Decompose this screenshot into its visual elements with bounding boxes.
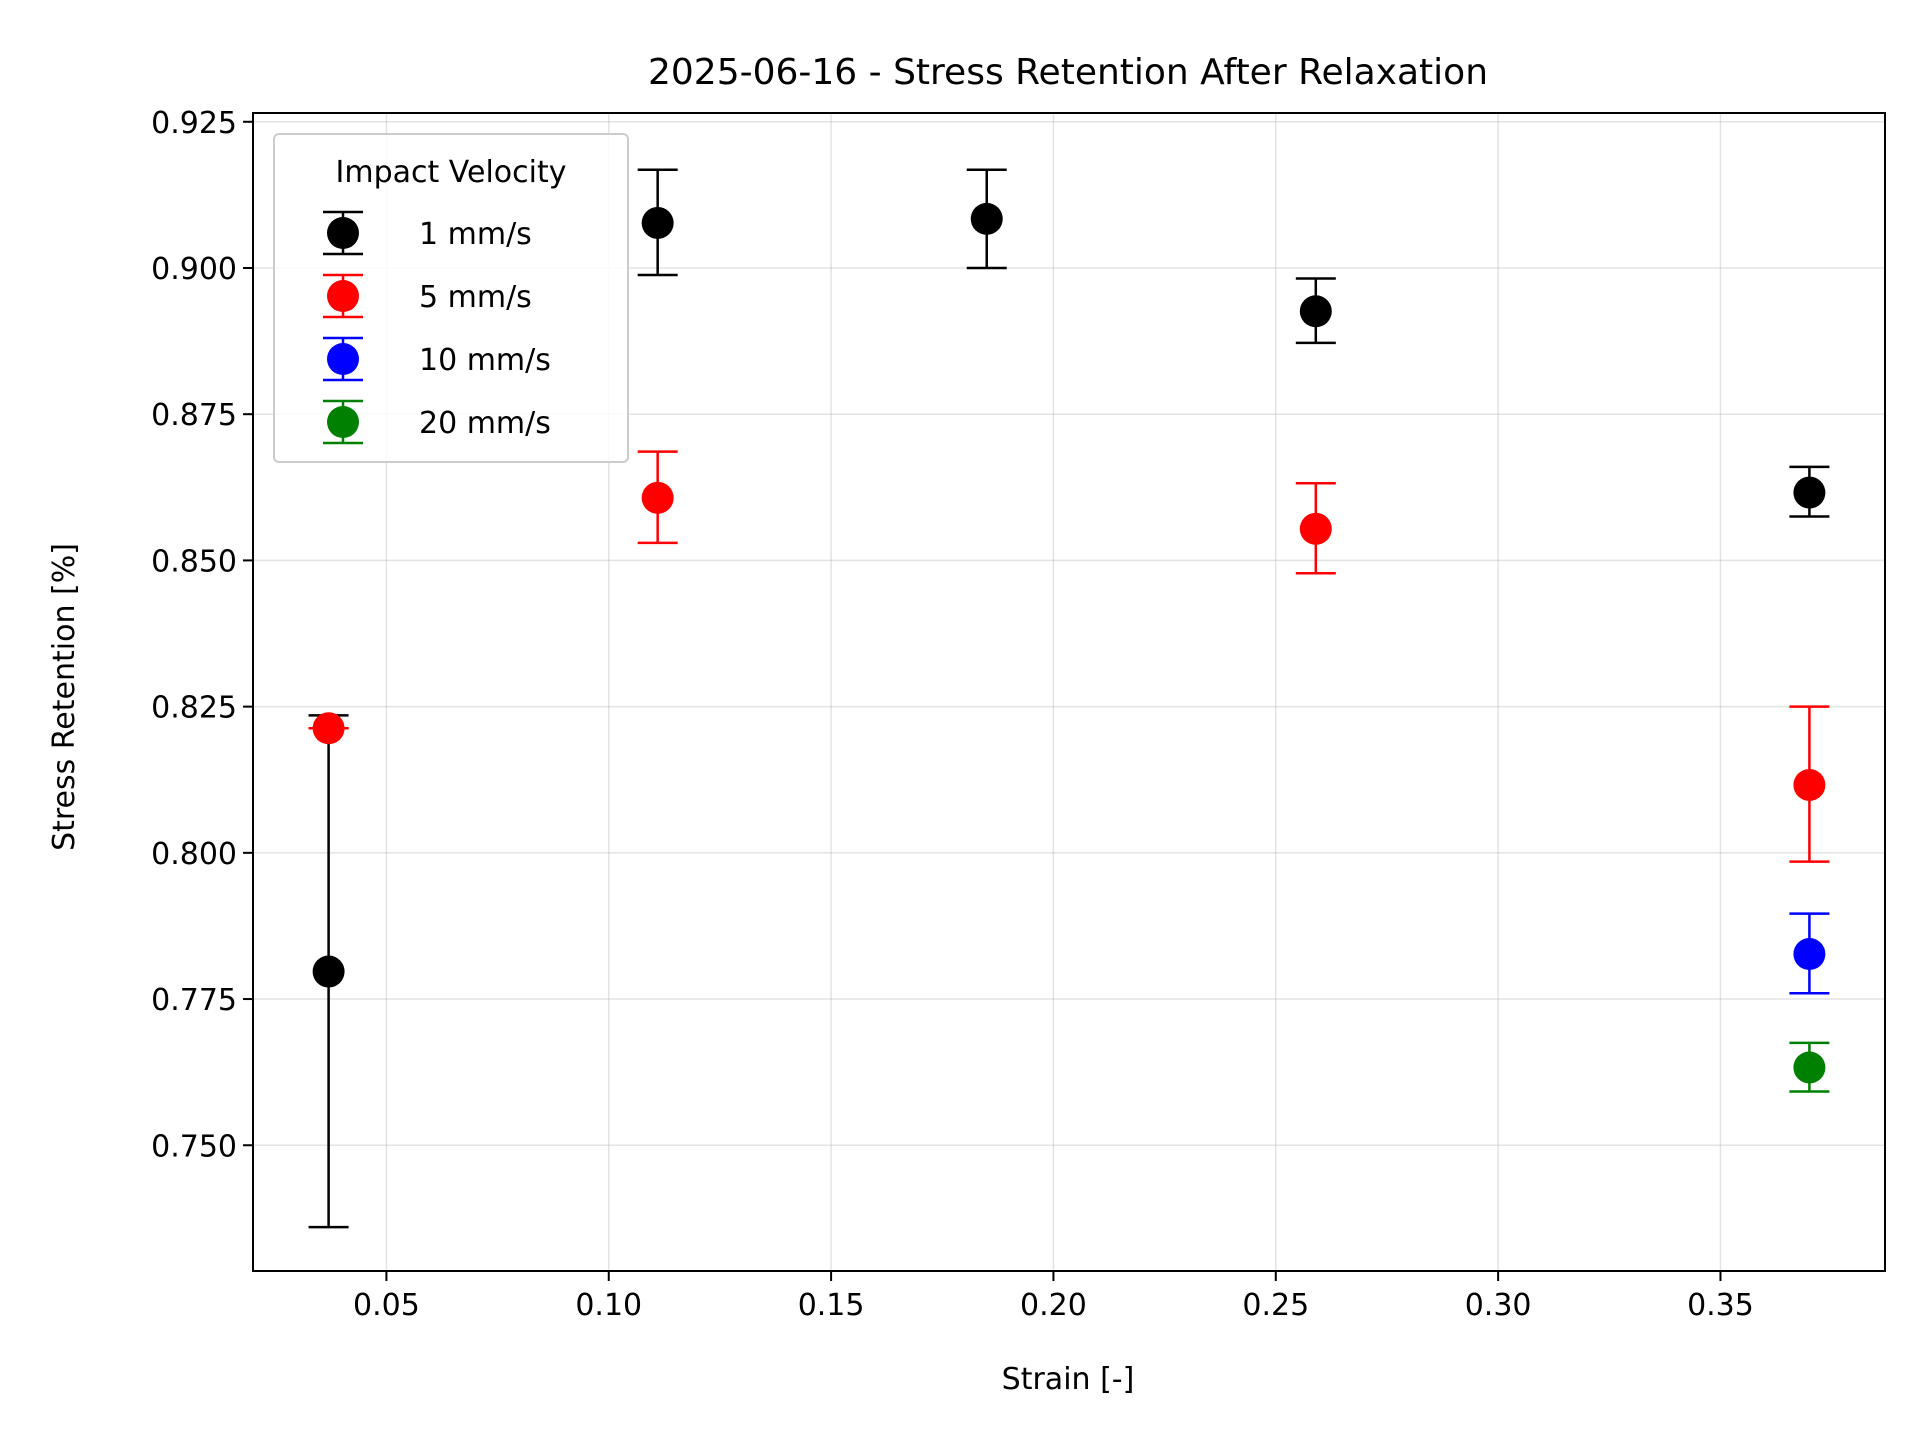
axis-ticks: 0.05 0.10 0.15 0.20 0.25 0.30 0.35 0.750 0.775 0.… [151,106,1754,1323]
y-tick-label: 0.900 [151,252,237,287]
chart-title: 2025-06-16 - Stress Retention After Rela… [648,52,1488,93]
y-tick-label: 0.800 [151,837,237,872]
x-tick-label: 0.35 [1687,1288,1754,1323]
data-point-5-mm-s [641,481,674,514]
plot-frame [252,112,1886,1272]
legend-label: 1 mm/s [419,217,532,252]
x-tick-label: 0.10 [575,1288,642,1323]
data-point-1-mm-s [970,202,1003,235]
legend-title: Impact Velocity [336,155,567,190]
x-tick-label: 0.30 [1465,1288,1532,1323]
legend-marker [327,280,359,312]
legend-label: 5 mm/s [419,280,532,315]
x-tick-label: 0.05 [353,1288,420,1323]
data-point-1-mm-s [1793,476,1826,509]
data-point-1-mm-s [312,955,345,988]
data-point-5-mm-s [312,712,345,745]
legend-label: 20 mm/s [419,406,551,441]
data-point-20-mm-s [1793,1051,1826,1084]
y-tick-label: 0.850 [151,544,237,579]
legend-marker [327,406,359,438]
y-tick-label: 0.825 [151,691,237,726]
data-point-5-mm-s [1299,512,1332,545]
y-axis-label: Stress Retention [%] [47,543,82,851]
data-point-1-mm-s [641,206,674,239]
data-layer [308,168,1830,1229]
legend-label: 10 mm/s [419,343,551,378]
x-tick-label: 0.25 [1242,1288,1309,1323]
legend: Impact Velocity 1 mm/s 5 mm/s 10 mm/s 20 mm/… [273,133,629,463]
y-tick-label: 0.875 [151,398,237,433]
legend-marker [327,217,359,249]
data-point-10-mm-s [1793,938,1826,971]
x-axis-label: Strain [-] [1002,1362,1135,1397]
legend-marker [327,343,359,375]
data-point-1-mm-s [1299,295,1332,328]
x-tick-label: 0.15 [798,1288,865,1323]
x-tick-label: 0.20 [1020,1288,1087,1323]
y-tick-label: 0.775 [151,983,237,1018]
grid [253,113,1885,1271]
y-tick-label: 0.750 [151,1129,237,1164]
data-point-5-mm-s [1793,768,1826,801]
y-tick-label: 0.925 [151,106,237,141]
